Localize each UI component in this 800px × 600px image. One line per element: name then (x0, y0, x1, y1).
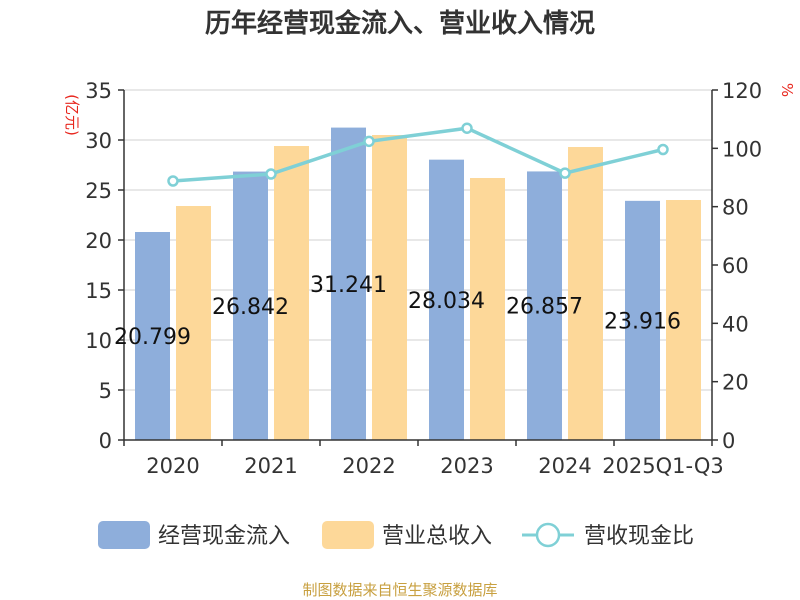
left-tick-label: 35 (85, 79, 112, 103)
bar-revenue (372, 135, 407, 440)
axes: 0 5 10 15 20 25 30 35 0 20 40 60 80 100 120 2020 2021 202… (85, 79, 762, 478)
legend: 经营现金流入 营业总收入 营收现金比 (98, 521, 694, 549)
left-tick-label: 10 (85, 329, 112, 353)
legend-label-revenue: 营业总收入 (382, 524, 492, 549)
legend-label-ratio: 营收现金比 (584, 524, 694, 549)
bar-revenue (274, 146, 309, 440)
ratio-point (167, 175, 179, 187)
data-label: 26.857 (506, 295, 583, 320)
data-label: 26.842 (212, 295, 289, 320)
bar-revenue (666, 200, 701, 440)
left-tick-label: 0 (99, 429, 112, 453)
left-axis-unit: (亿元) (63, 94, 81, 136)
right-tick-label: 80 (722, 196, 749, 220)
x-tick-label: 2022 (342, 454, 395, 478)
legend-swatch-ratio-marker (535, 522, 561, 548)
bar-revenue (470, 178, 505, 440)
right-tick-label: 60 (722, 254, 749, 278)
ratio-point (265, 168, 277, 180)
source-note: 制图数据来自恒生聚源数据库 (302, 581, 497, 599)
legend-swatch-revenue (322, 521, 374, 549)
right-axis-unit: % (778, 83, 796, 97)
ratio-line-path (172, 126, 664, 183)
bar-revenue (176, 206, 211, 440)
legend-swatch-cash-inflow (98, 521, 150, 549)
ratio-point (363, 135, 375, 148)
gridlines (124, 89, 712, 441)
bar-cash-inflow (233, 171, 268, 440)
left-tick-label: 15 (85, 279, 112, 303)
x-tick-label: 2020 (146, 454, 199, 478)
data-label: 28.034 (408, 289, 485, 314)
ratio-point (559, 167, 571, 179)
right-tick-label: 120 (722, 79, 762, 103)
left-tick-label: 5 (99, 379, 112, 403)
bar-cash-inflow (331, 127, 366, 440)
legend-label-cash-inflow: 经营现金流入 (158, 524, 290, 549)
bars (135, 127, 701, 440)
right-tick-label: 0 (722, 429, 735, 453)
data-labels: 20.799 26.842 31.241 28.034 26.857 23.916 (114, 273, 681, 350)
left-tick-label: 30 (85, 129, 112, 153)
x-tick-label: 2021 (244, 454, 297, 478)
x-tick-label: 2024 (538, 454, 591, 478)
right-tick-label: 40 (722, 312, 749, 336)
data-label: 20.799 (114, 325, 191, 350)
x-tick-label: 2023 (440, 454, 493, 478)
x-tick-label: 2025Q1-Q3 (602, 454, 724, 478)
bar-cash-inflow (429, 159, 464, 440)
bar-revenue (568, 147, 603, 440)
left-tick-label: 25 (85, 179, 112, 203)
data-label: 23.916 (604, 309, 681, 334)
ratio-point (461, 122, 473, 134)
data-label: 31.241 (310, 273, 387, 298)
bar-cash-inflow (625, 200, 660, 440)
right-tick-label: 100 (722, 137, 762, 161)
bar-cash-inflow (527, 171, 562, 440)
right-tick-label: 20 (722, 371, 749, 395)
left-tick-label: 20 (85, 229, 112, 253)
ratio-point (657, 143, 669, 156)
ratio-line (167, 122, 669, 187)
bar-cash-inflow (135, 232, 170, 440)
chart-title: 历年经营现金流入、营业收入情况 (205, 8, 595, 39)
